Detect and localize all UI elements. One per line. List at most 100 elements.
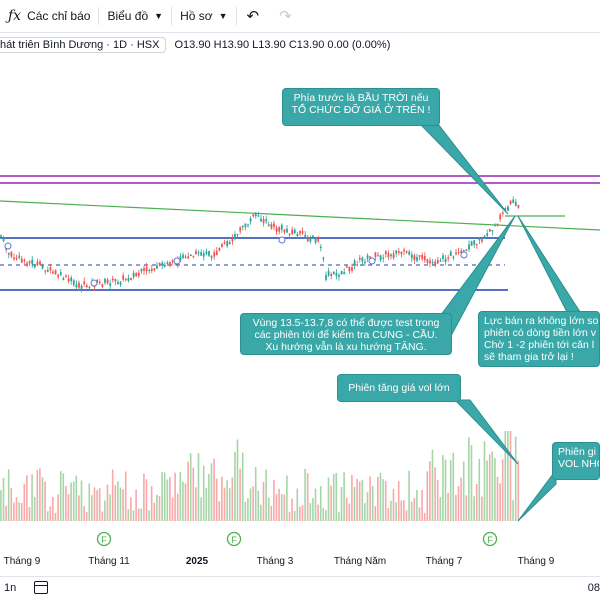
candle xyxy=(228,240,231,245)
volume-bar xyxy=(59,471,62,521)
volume-bar xyxy=(213,458,215,521)
volume-bar xyxy=(239,468,241,521)
event-markers xyxy=(4,236,468,287)
volume-bar xyxy=(475,483,478,521)
event-marker xyxy=(368,257,376,265)
volume-bar xyxy=(478,458,481,521)
candle xyxy=(392,250,395,260)
calendar-icon[interactable] xyxy=(34,581,48,594)
candle xyxy=(514,198,517,207)
candle xyxy=(39,259,41,266)
callout-sky[interactable]: Phía trước là BẦU TRỜI nếu TỔ CHỨC ĐỠ GI… xyxy=(282,88,440,126)
symbol-title[interactable]: hát triên Bình Dương · 1D · HSX xyxy=(0,37,167,53)
svg-text:F: F xyxy=(487,535,493,545)
candle xyxy=(301,227,304,236)
candle xyxy=(288,233,291,239)
volume-bars xyxy=(0,431,520,521)
volume-bar xyxy=(2,477,5,521)
candle xyxy=(52,269,54,274)
volume-bar xyxy=(223,487,226,521)
callout-selling-pressure[interactable]: Lực bán ra không lớn so phiên có dòng ti… xyxy=(478,311,600,367)
candle xyxy=(137,270,140,279)
volume-bar xyxy=(280,494,283,521)
candle xyxy=(150,264,153,274)
volume-bar xyxy=(494,458,496,521)
indicators-button[interactable]: ƒx Các chỉ báo xyxy=(0,0,98,32)
candle xyxy=(33,264,36,269)
volume-bar xyxy=(106,484,109,521)
candle xyxy=(436,256,439,265)
volume-bar xyxy=(488,454,491,521)
candle xyxy=(267,221,270,227)
volume-bar xyxy=(189,453,192,521)
callout-test-zone[interactable]: Vùng 13.5-13.7,8 có thể được test trong … xyxy=(240,313,452,355)
volume-bar xyxy=(265,469,267,521)
volume-bar xyxy=(195,487,197,521)
candle xyxy=(130,277,132,281)
volume-bar xyxy=(247,498,249,521)
candle xyxy=(218,247,221,252)
chart-menu-button[interactable]: Biểu đồ ▼ xyxy=(99,0,171,32)
event-marker xyxy=(90,279,98,287)
redo-icon[interactable]: ↷ xyxy=(279,8,292,25)
volume-bar xyxy=(447,492,449,521)
candle xyxy=(171,258,174,265)
volume-bar xyxy=(296,488,299,521)
volume-bar xyxy=(39,468,41,521)
volume-bar xyxy=(486,460,488,521)
range-1n-button[interactable]: 1n xyxy=(4,582,17,594)
candle xyxy=(449,249,452,257)
volume-bar xyxy=(291,498,293,521)
candle xyxy=(468,240,470,253)
candle xyxy=(192,255,195,259)
volume-bar xyxy=(244,501,247,521)
volume-bar xyxy=(140,508,143,521)
volume-bar xyxy=(109,494,111,521)
callout-text: các phiên tới để kiểm tra CUNG - CẦU. xyxy=(254,329,438,341)
volume-bar xyxy=(351,475,353,521)
volume-bar xyxy=(197,453,200,521)
candle xyxy=(127,274,130,283)
volume-bar xyxy=(215,478,218,521)
callout-text: TỔ CHỨC ĐỠ GIÁ Ở TRÊN ! xyxy=(291,104,431,116)
candle xyxy=(210,254,213,261)
candle xyxy=(384,250,387,258)
candle xyxy=(335,268,338,280)
candle xyxy=(452,255,455,261)
volume-bar xyxy=(148,510,150,521)
candle xyxy=(10,251,13,259)
volume-bar xyxy=(491,451,494,521)
callout-text: VOL NHỎ xyxy=(558,458,599,470)
volume-bar xyxy=(202,465,205,521)
volume-bar xyxy=(439,497,442,521)
volume-bar xyxy=(96,490,98,521)
volume-bar xyxy=(85,512,88,521)
candle xyxy=(447,254,450,263)
candle xyxy=(332,271,335,275)
earnings-marker-f: F xyxy=(482,531,498,547)
callout-low-volume[interactable]: Phiên gi VOL NHỎ xyxy=(552,442,600,480)
volume-bar xyxy=(301,505,304,521)
candle xyxy=(54,269,57,275)
volume-bar xyxy=(41,477,44,521)
pointer-c5 xyxy=(517,468,557,522)
volume-bar xyxy=(169,476,171,521)
profile-menu-button[interactable]: Hồ sơ ▼ xyxy=(172,0,235,32)
toolbar-divider xyxy=(171,7,173,25)
callout-high-volume[interactable]: Phiên tăng giá vol lớn xyxy=(337,374,461,402)
candle xyxy=(257,211,260,217)
candle xyxy=(405,250,408,254)
callout-text: Xu hướng vẫn là xu hướng TĂNG. xyxy=(265,341,427,353)
volume-bar xyxy=(52,496,54,521)
volume-bar xyxy=(345,497,348,521)
event-marker xyxy=(4,242,12,250)
volume-bar xyxy=(124,471,127,521)
volume-bar xyxy=(405,510,408,521)
x-tick-label: 2025 xyxy=(186,556,209,567)
undo-icon[interactable]: ↶ xyxy=(246,8,260,25)
candle xyxy=(200,249,203,256)
candle xyxy=(265,215,268,224)
chart-menu-label: Biểu đồ xyxy=(107,9,149,23)
volume-bar xyxy=(163,472,166,521)
